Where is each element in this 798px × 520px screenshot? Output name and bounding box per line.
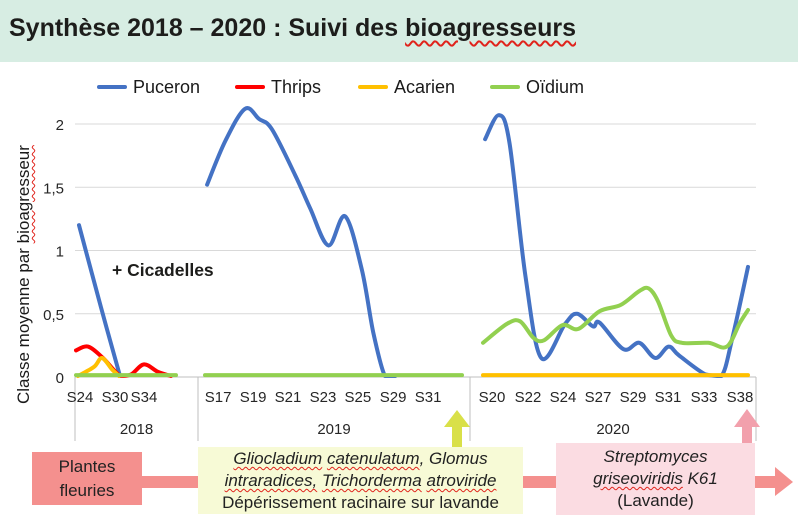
- timeline-text-line: (Lavande): [556, 490, 755, 512]
- misspelled-word: catenulatum: [326, 449, 420, 468]
- legend-line-swatch: [490, 85, 520, 89]
- text-segment: (Lavande): [617, 491, 694, 510]
- text-segment: K61: [682, 469, 718, 488]
- y-tick-label: 2: [56, 117, 64, 134]
- text-segment: Dépérissement racinaire sur lavande: [222, 493, 499, 512]
- misspelled-word: Gliocladium: [233, 449, 323, 468]
- page-title-text: Synthèse 2018 – 2020 : Suivi des: [9, 14, 406, 42]
- week-tick-label: S25: [345, 389, 372, 406]
- week-tick-label: S29: [620, 389, 647, 406]
- annotation-cicadelles: + Cicadelles: [112, 260, 214, 280]
- series-line-acarien: [76, 356, 121, 378]
- week-tick-label: S24: [67, 389, 94, 406]
- y-axis-misspelled-word: bioagresseur: [14, 145, 33, 244]
- week-tick-label: S33: [691, 389, 718, 406]
- y-tick-label: 0,5: [43, 307, 64, 324]
- streptomyces-box: Streptomyces griseoviridis K61 (Lavande): [556, 443, 755, 515]
- text-segment: , Glomus: [419, 449, 488, 468]
- week-tick-label: S21: [275, 389, 302, 406]
- week-tick-label: S17: [205, 389, 232, 406]
- week-tick-label: S30: [102, 389, 129, 406]
- legend-item-oïdium: Oïdium: [490, 77, 584, 97]
- gliocladium-box: Gliocladium catenulatum, Glomus intraradi…: [198, 447, 523, 514]
- timeline-arrow-icon: [775, 467, 793, 496]
- week-tick-label: S27: [585, 389, 612, 406]
- timeline-bar-segment: [523, 476, 556, 488]
- legend-label: Thrips: [271, 76, 322, 97]
- week-tick-label: S38: [727, 389, 754, 406]
- timeline-bar-segment: [142, 476, 198, 488]
- week-tick-label: S19: [240, 389, 267, 406]
- y-tick-label: 0: [56, 370, 64, 387]
- week-tick-label: S24: [550, 389, 577, 406]
- week-tick-label: S22: [515, 389, 542, 406]
- timeline-bar-segment: [755, 476, 775, 488]
- legend-item-puceron: Puceron: [97, 77, 200, 97]
- misspelled-word: intraradices,: [224, 471, 318, 490]
- text-segment: Streptomyces: [603, 447, 708, 466]
- y-tick-label: 1,5: [43, 180, 64, 197]
- year-label: 2020: [596, 421, 629, 438]
- year-label: 2019: [317, 421, 350, 438]
- week-tick-label: S20: [479, 389, 506, 406]
- legend-label: Oïdium: [526, 76, 585, 97]
- legend-item-thrips: Thrips: [235, 77, 321, 97]
- y-axis-label-text: Classe moyenne par: [14, 243, 33, 404]
- timeline-text-line: griseoviridis K61: [556, 468, 755, 490]
- week-tick-label: S31: [415, 389, 442, 406]
- series-line-puceron: [77, 223, 122, 378]
- week-tick-label: S29: [380, 389, 407, 406]
- week-tick-label: S23: [310, 389, 337, 406]
- year-label: 2018: [120, 421, 153, 438]
- week-tick-label: S31: [655, 389, 682, 406]
- week-tick-label: S34: [131, 389, 158, 406]
- page-title: Synthèse 2018 – 2020 : Suivi des bioagre…: [9, 14, 576, 43]
- legend-label: Puceron: [133, 76, 201, 97]
- header-bar: Synthèse 2018 – 2020 : Suivi des bioagre…: [0, 0, 798, 62]
- plantes-fleuries-box: Plantes fleuries: [32, 452, 142, 505]
- timeline-text-line: Gliocladium catenulatum, Glomus: [198, 448, 523, 470]
- up-arrow-2020-icon: [734, 409, 760, 446]
- legend-line-swatch: [358, 85, 388, 89]
- legend-label: Acarien: [394, 76, 456, 97]
- legend-item-acarien: Acarien: [358, 77, 455, 97]
- timeline-text-line: Streptomyces: [556, 446, 755, 468]
- timeline-text-line: intraradices, Trichorderma atroviride: [198, 470, 523, 492]
- timeline-text-line: Dépérissement racinaire sur lavande: [198, 492, 523, 514]
- series-line-oïdium: [481, 285, 750, 350]
- legend-line-swatch: [97, 85, 127, 89]
- misspelled-word: atroviride: [426, 471, 497, 490]
- series-line-puceron: [205, 106, 398, 378]
- legend-line-swatch: [235, 85, 265, 89]
- misspelled-word: Trichorderma: [321, 471, 422, 490]
- series-line-puceron: [483, 113, 750, 378]
- y-tick-label: 1: [56, 244, 64, 261]
- misspelled-word: griseoviridis: [593, 469, 683, 488]
- up-arrow-2019-icon: [444, 410, 470, 447]
- title-misspelled-word: bioagresseurs: [405, 14, 576, 42]
- y-axis-label: Classe moyenne par bioagresseur: [14, 145, 34, 404]
